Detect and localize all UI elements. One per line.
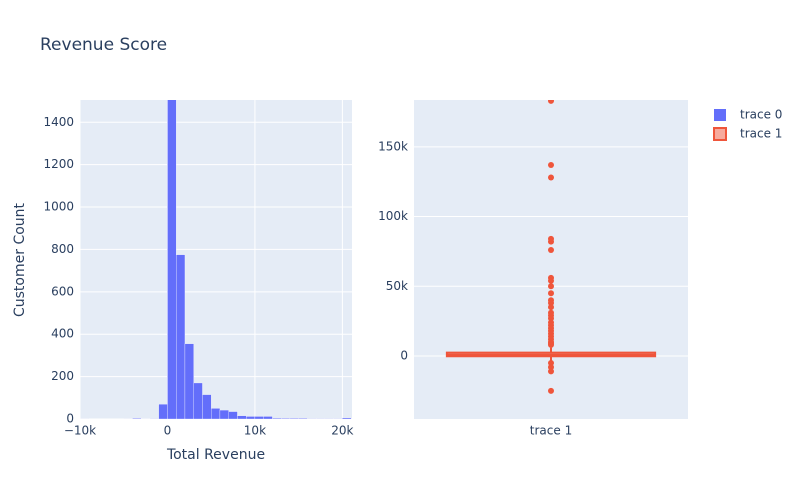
bar bbox=[176, 254, 186, 419]
outlier bbox=[548, 315, 554, 322]
legend-swatch bbox=[714, 109, 726, 121]
x-tick-label: trace 1 bbox=[530, 424, 572, 438]
bar bbox=[167, 100, 177, 419]
outlier bbox=[548, 283, 554, 290]
bar bbox=[272, 418, 282, 419]
outlier bbox=[548, 300, 554, 306]
bar bbox=[342, 417, 352, 419]
y-tick-label: 0 bbox=[400, 348, 408, 362]
box-marks bbox=[414, 100, 688, 394]
bar bbox=[298, 418, 308, 419]
legend-swatch bbox=[713, 127, 727, 141]
outlier bbox=[548, 161, 554, 168]
outlier bbox=[548, 387, 554, 394]
outlier bbox=[548, 364, 554, 371]
outlier bbox=[548, 368, 554, 375]
bar bbox=[246, 416, 256, 419]
bar bbox=[228, 411, 238, 419]
y-tick-label: 50k bbox=[386, 279, 408, 293]
plot-bg bbox=[80, 100, 352, 419]
legend-label: trace 1 bbox=[740, 127, 782, 141]
y-tick-label: 150k bbox=[378, 139, 408, 153]
bar bbox=[132, 418, 142, 419]
outlier bbox=[548, 277, 554, 284]
y-tick-label: 200 bbox=[51, 369, 74, 383]
x-axis-label: Total Revenue bbox=[166, 447, 265, 463]
x-tick-label: 20k bbox=[331, 424, 353, 438]
outlier bbox=[548, 304, 554, 311]
outlier bbox=[548, 341, 554, 348]
x-tick-label: 0 bbox=[164, 424, 172, 438]
bar bbox=[193, 382, 203, 419]
y-tick-label: 800 bbox=[51, 242, 74, 256]
outlier bbox=[548, 359, 554, 366]
bar bbox=[219, 409, 229, 419]
bar bbox=[289, 418, 299, 419]
x-tick-label: 10k bbox=[244, 424, 266, 438]
x-tick-label: −10k bbox=[64, 424, 96, 438]
y-tick-label: 100k bbox=[378, 209, 408, 223]
outlier bbox=[548, 174, 554, 181]
y-tick-label: 1200 bbox=[43, 157, 74, 171]
outlier bbox=[548, 290, 554, 297]
y-axis-label: Customer Count bbox=[12, 202, 28, 317]
bar bbox=[158, 404, 168, 419]
y-tick-label: 400 bbox=[51, 327, 74, 341]
bar bbox=[263, 416, 273, 419]
y-tick-label: 600 bbox=[51, 284, 74, 298]
y-tick-label: 0 bbox=[66, 412, 74, 426]
bar bbox=[202, 394, 212, 419]
y-tick-label: 1400 bbox=[43, 115, 74, 129]
legend-label: trace 0 bbox=[740, 108, 782, 122]
chart-title: Revenue Score bbox=[40, 35, 167, 55]
bar bbox=[281, 418, 291, 419]
bar bbox=[237, 415, 247, 419]
bar bbox=[211, 408, 221, 419]
bar bbox=[184, 343, 194, 419]
outlier bbox=[548, 247, 554, 254]
histogram-bars bbox=[80, 100, 352, 419]
outlier bbox=[548, 238, 554, 245]
outlier bbox=[548, 100, 554, 104]
bar bbox=[254, 416, 264, 419]
y-tick-label: 1000 bbox=[43, 200, 74, 214]
